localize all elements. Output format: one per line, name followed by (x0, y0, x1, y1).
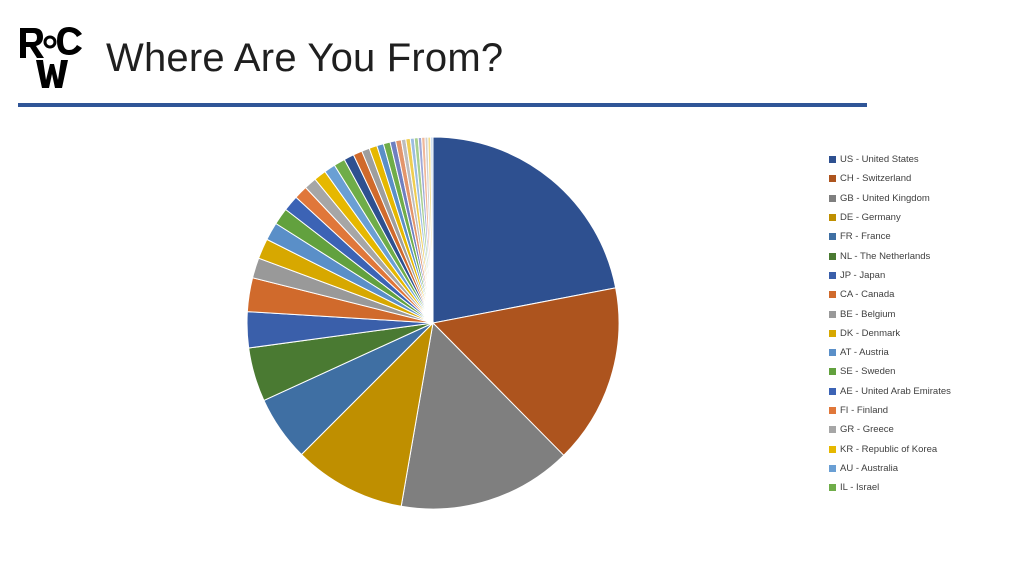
legend-swatch (829, 329, 836, 337)
legend-swatch (829, 484, 836, 492)
legend-swatch (829, 310, 836, 318)
chart-legend: US - United States CH - Switzerland GB - U… (829, 150, 1019, 497)
legend-swatch (829, 271, 836, 279)
legend-label: CH - Switzerland (840, 173, 912, 185)
logo-ring (43, 35, 57, 49)
legend-swatch (829, 445, 836, 453)
logo-letter-w (36, 60, 68, 88)
legend-swatch (829, 407, 836, 414)
legend-item: NL - The Netherlands (829, 246, 1019, 265)
legend-label: SE - Sweden (840, 366, 896, 378)
legend-item: CA - Canada (829, 285, 1019, 304)
legend-label: FI - Finland (840, 405, 889, 416)
rcw-logo (20, 27, 82, 88)
logo-letter-c (57, 27, 82, 55)
legend-swatch (829, 252, 836, 260)
page-title: Where Are You From? (106, 36, 504, 80)
legend-swatch (829, 156, 836, 164)
legend-item: AT - Austria (829, 343, 1019, 362)
legend-swatch (829, 291, 836, 299)
legend-label: AU - Australia (840, 462, 899, 474)
legend-item: FR - France (829, 227, 1019, 246)
legend-item: AE - United Arab Emirates (829, 382, 1019, 401)
legend-label: AT - Austria (840, 347, 889, 359)
legend-item: GB - United Kingdom (829, 189, 1019, 208)
legend-item: GR - Greece (829, 420, 1019, 439)
legend-label: JP - Japan (840, 269, 886, 281)
logo-letter-r (20, 28, 44, 58)
legend-swatch (829, 194, 836, 202)
pie-slice-0 (432, 136, 617, 324)
pie-slice-1 (431, 287, 620, 457)
legend-swatch (829, 426, 836, 434)
legend-swatch (829, 464, 836, 472)
pie-slices (246, 136, 620, 510)
legend-swatch (829, 214, 836, 222)
legend-label: FR - France (840, 231, 891, 243)
legend-item: IL - Israel (829, 478, 1019, 497)
legend-label: BE - Belgium (840, 308, 896, 320)
legend-swatch (829, 175, 836, 183)
legend-swatch (829, 233, 836, 241)
legend-item: FI - Finland (829, 401, 1019, 420)
legend-label: DE - Germany (840, 212, 901, 224)
legend-label: NL - The Netherlands (840, 250, 931, 262)
legend-item: JP - Japan (829, 266, 1019, 285)
legend-item: BE - Belgium (829, 304, 1019, 323)
legend-item: DE - Germany (829, 208, 1019, 227)
legend-label: CA - Canada (840, 289, 895, 301)
legend-swatch (829, 349, 836, 357)
legend-item: SE - Sweden (829, 362, 1019, 381)
pie-slice-3 (300, 321, 434, 507)
legend-item: KR - Republic of Korea (829, 439, 1019, 458)
legend-swatch (829, 368, 836, 376)
pie-slice-2 (400, 321, 565, 510)
legend-item: AU - Australia (829, 459, 1019, 478)
legend-label: GB - United Kingdom (840, 192, 930, 204)
legend-label: GR - Greece (840, 424, 894, 436)
title-underline (18, 103, 867, 107)
legend-label: AE - United Arab Emirates (840, 385, 951, 397)
legend-label: KR - Republic of Korea (840, 443, 938, 455)
legend-item: DK - Denmark (829, 324, 1019, 343)
pie-slice-34 (430, 136, 434, 324)
legend-label: DK - Denmark (840, 327, 901, 339)
legend-label: IL - Israel (840, 482, 880, 494)
legend-label: US - United States (840, 154, 919, 166)
legend-item: CH - Switzerland (829, 169, 1019, 188)
legend-item: US - United States (829, 150, 1019, 169)
legend-swatch (829, 387, 836, 395)
